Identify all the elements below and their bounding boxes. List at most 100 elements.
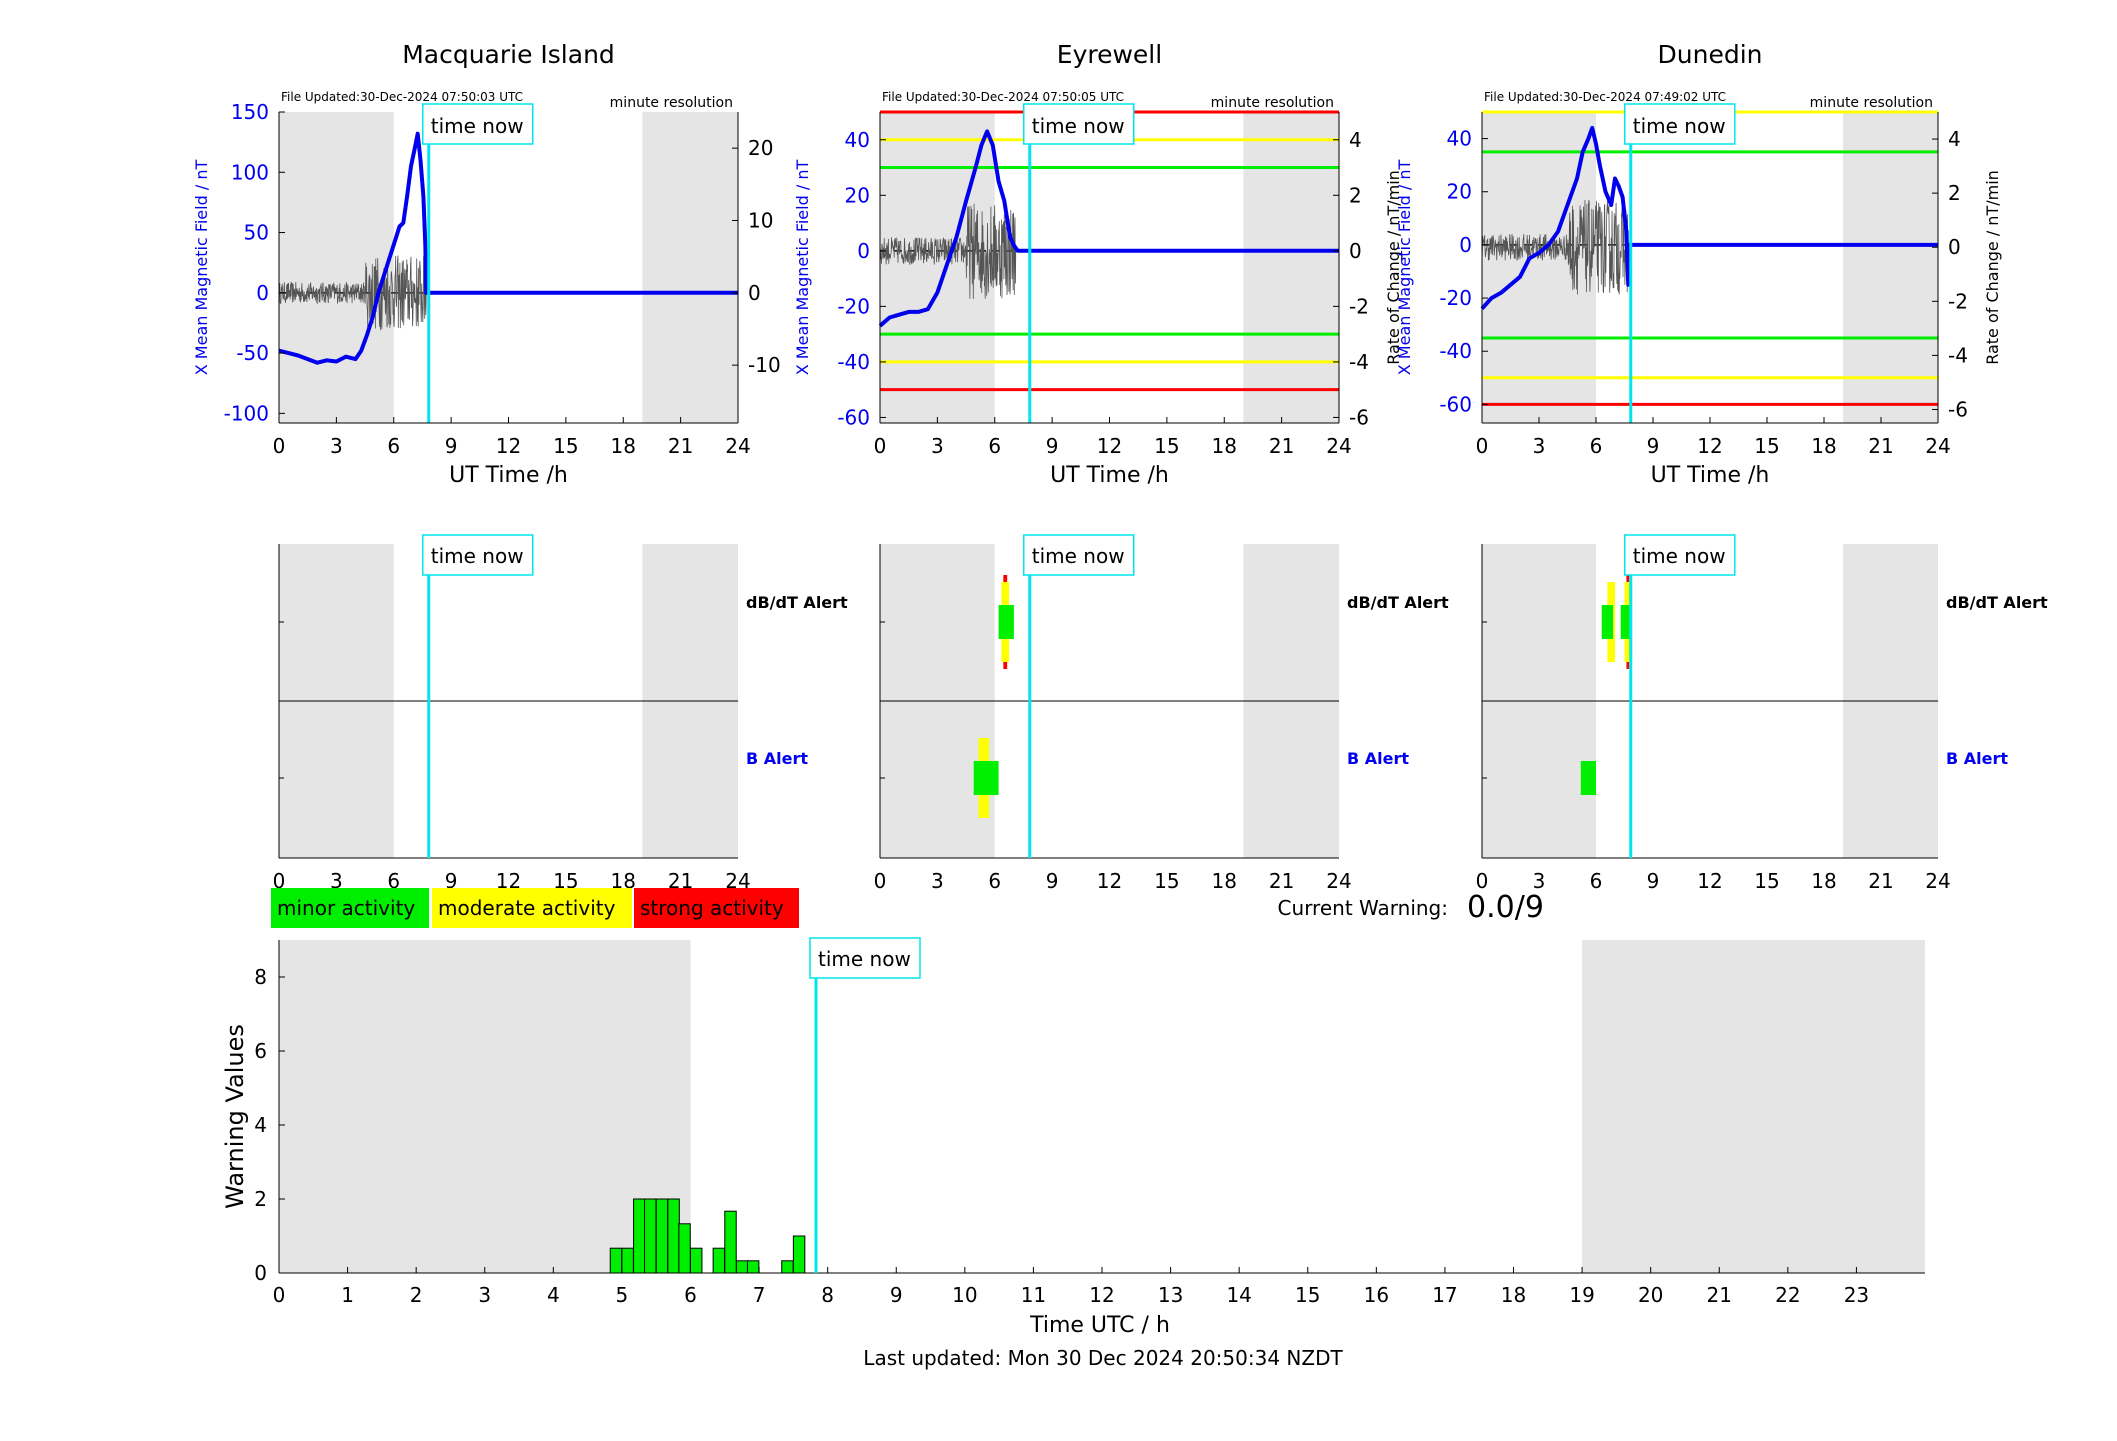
- alert-x-tick-label: 3: [1533, 869, 1546, 893]
- warning-y-tick-label: 8: [254, 965, 267, 989]
- warning-x-axis-label: Time UTC / h: [1029, 1313, 1170, 1338]
- warning-x-tick-label: 10: [952, 1283, 977, 1307]
- rate-of-change-series: [1481, 199, 1629, 295]
- warning-bar: [746, 1260, 760, 1274]
- x-tick-label: 18: [1212, 434, 1237, 458]
- rate-of-change-series: [278, 255, 427, 331]
- left-tick-label: 100: [231, 160, 269, 184]
- warning-time-now-box: [809, 937, 921, 979]
- warning-y-tick-label: 6: [254, 1039, 267, 1063]
- x-tick-label: 9: [1046, 434, 1059, 458]
- x-tick-label: 18: [611, 434, 636, 458]
- warning-x-tick-label: 20: [1638, 1283, 1663, 1307]
- magnetic-field-series: [878, 129, 1339, 328]
- station-title: Macquarie Island: [402, 40, 615, 69]
- warning-x-tick-label: 3: [478, 1283, 491, 1307]
- alert-x-tick-label: 21: [1269, 869, 1294, 893]
- alert-x-tick-label: 3: [931, 869, 944, 893]
- legend-label-strong: strong activity: [640, 896, 784, 920]
- right-tick-label: 4: [1948, 127, 1961, 151]
- right-tick-label: 20: [748, 136, 773, 160]
- alert-time-now-box: [1624, 534, 1736, 576]
- warning-bar: [690, 1247, 703, 1274]
- alert-x-tick-label: 12: [1697, 869, 1722, 893]
- left-tick-label: 0: [1459, 233, 1472, 257]
- alert-x-tick-label: 24: [1925, 869, 1950, 893]
- x-tick-label: 12: [496, 434, 521, 458]
- resolution-text: minute resolution: [1211, 95, 1334, 111]
- warning-x-tick-label: 21: [1707, 1283, 1732, 1307]
- warning-x-tick-label: 18: [1501, 1283, 1526, 1307]
- left-tick-label: -40: [837, 350, 870, 374]
- warning-x-tick-label: 22: [1775, 1283, 1800, 1307]
- station-panel-1: Eyrewell time now File Updated:30-Dec-2024…: [793, 40, 1449, 893]
- magnetic-field-series: [278, 131, 738, 365]
- left-tick-label: 20: [845, 183, 870, 207]
- warning-bar: [667, 1198, 680, 1274]
- current-warning-label: Current Warning:: [1278, 896, 1448, 920]
- alert-x-tick-label: 9: [1647, 869, 1660, 893]
- x-tick-label: 24: [1925, 434, 1950, 458]
- x-tick-label: 0: [1476, 434, 1489, 458]
- legend-swatch-moderate: [432, 888, 632, 928]
- warning-bar: [781, 1260, 794, 1274]
- warning-x-tick-label: 2: [410, 1283, 423, 1307]
- dbdt-alert-block: [998, 605, 1014, 639]
- alert-x-tick-label: 6: [1590, 869, 1603, 893]
- time-now-label: time now: [1633, 114, 1726, 138]
- b-alert-label: B Alert: [1347, 749, 1409, 768]
- last-updated-text: Last updated: Mon 30 Dec 2024 20:50:34 N…: [863, 1346, 1343, 1370]
- left-tick-label: 40: [845, 128, 870, 152]
- right-tick-label: 0: [1948, 235, 1961, 259]
- left-tick-label: -40: [1439, 339, 1472, 363]
- warning-time-now-label: time now: [818, 947, 911, 971]
- activity-legend: minor activity moderate activity strong ac…: [271, 888, 799, 928]
- b-alert-block: [1580, 761, 1596, 795]
- alert-time-now-label: time now: [1633, 544, 1726, 568]
- x-tick-label: 15: [1154, 434, 1179, 458]
- x-tick-label: 6: [988, 434, 1001, 458]
- file-updated-text: File Updated:30-Dec-2024 07:50:05 UTC: [882, 90, 1124, 104]
- time-now-label: time now: [431, 114, 524, 138]
- alert-x-tick-label: 9: [1046, 869, 1059, 893]
- x-tick-label: 21: [1269, 434, 1294, 458]
- right-tick-label: 4: [1349, 128, 1362, 152]
- alert-x-tick-label: 18: [1212, 869, 1237, 893]
- x-tick-label: 3: [330, 434, 343, 458]
- b-alert-label: B Alert: [1946, 749, 2008, 768]
- alert-x-tick-label: 12: [1097, 869, 1122, 893]
- station-title: Eyrewell: [1057, 40, 1162, 69]
- alert-x-tick-label: 0: [273, 869, 286, 893]
- x-tick-label: 12: [1697, 434, 1722, 458]
- warning-x-tick-label: 15: [1295, 1283, 1320, 1307]
- warning-bar: [792, 1235, 806, 1274]
- left-tick-label: -60: [837, 405, 870, 429]
- time-now-box: [1624, 103, 1736, 145]
- y-axis-label-right: Rate of Change / nT/min: [1384, 170, 1403, 365]
- right-tick-label: -10: [748, 353, 781, 377]
- x-tick-label: 12: [1097, 434, 1122, 458]
- left-tick-label: 50: [244, 221, 269, 245]
- alert-x-tick-label: 15: [1154, 869, 1179, 893]
- right-tick-label: 2: [1349, 183, 1362, 207]
- alert-x-tick-label: 6: [387, 869, 400, 893]
- warning-bar: [633, 1198, 646, 1274]
- night-shading: [1843, 112, 1938, 423]
- x-axis-label: UT Time /h: [1651, 463, 1770, 488]
- x-tick-label: 0: [874, 434, 887, 458]
- resolution-text: minute resolution: [1810, 95, 1933, 111]
- left-tick-label: -100: [224, 401, 269, 425]
- right-tick-label: -2: [1948, 289, 1968, 313]
- right-tick-label: -6: [1349, 405, 1369, 429]
- warning-x-tick-label: 0: [273, 1283, 286, 1307]
- y-axis-label-left: X Mean Magnetic Field / nT: [192, 160, 211, 376]
- x-tick-label: 6: [387, 434, 400, 458]
- warning-x-tick-label: 6: [684, 1283, 697, 1307]
- warning-x-tick-label: 7: [753, 1283, 766, 1307]
- left-tick-label: 20: [1447, 180, 1472, 204]
- legend-swatch-strong: [634, 888, 799, 928]
- right-tick-label: 0: [1349, 239, 1362, 263]
